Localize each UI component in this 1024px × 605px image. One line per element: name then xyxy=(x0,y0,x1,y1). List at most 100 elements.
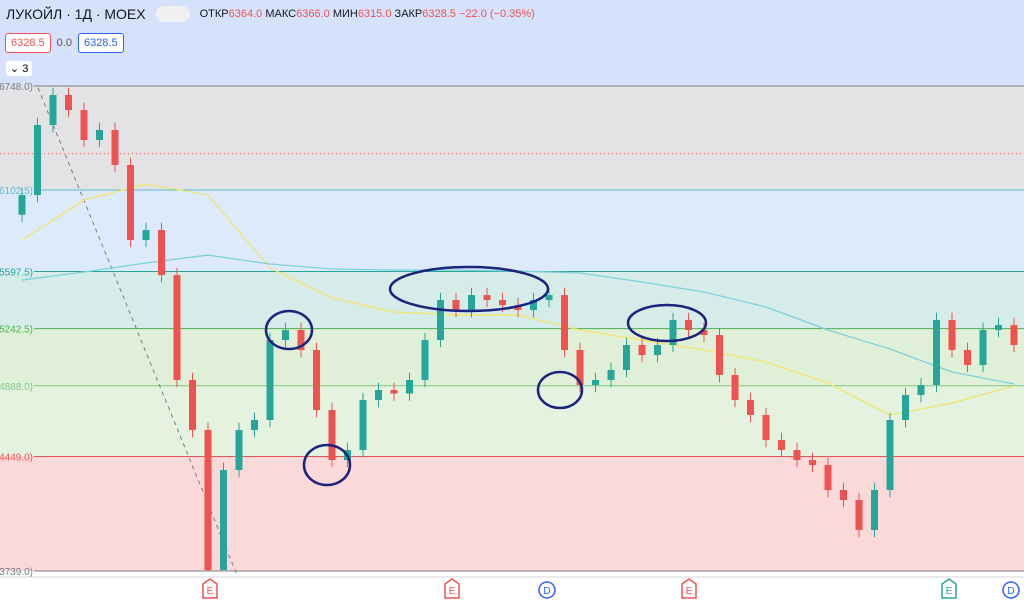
fib-label: 3739.0) xyxy=(0,567,33,578)
annotation-circle xyxy=(388,265,550,313)
candle-body xyxy=(483,295,491,301)
event-marker: D xyxy=(1002,581,1020,599)
candle-body xyxy=(452,300,460,311)
candle-body xyxy=(762,414,770,441)
event-marker: E xyxy=(444,578,460,599)
event-badge xyxy=(444,578,460,599)
candle-body xyxy=(111,130,119,165)
indicators-toggle[interactable]: ⌄ 3 xyxy=(6,61,33,76)
candle-body xyxy=(406,379,413,394)
event-badge xyxy=(681,578,697,599)
fib-zone xyxy=(0,86,1024,191)
ohlc-value: 6315.0 xyxy=(357,8,392,20)
candle-body xyxy=(468,295,475,311)
candle-body xyxy=(266,340,274,420)
candle-body xyxy=(607,370,615,380)
candle-body xyxy=(313,350,320,410)
candle-body xyxy=(80,110,88,140)
fib-zone xyxy=(0,385,1024,457)
trade-buttons: 6328.5 0.0 6328.5 xyxy=(5,33,124,53)
candle-body xyxy=(638,345,646,356)
candle-body xyxy=(204,429,212,571)
ohlc: ОТКР6364.0 МАКС6366.0 МИН6315.0 ЗАКР6328… xyxy=(200,8,535,20)
candle-body xyxy=(623,345,630,371)
candle-body xyxy=(96,130,103,140)
candle-body xyxy=(716,335,723,376)
candle-body xyxy=(840,490,847,500)
fib-label: 6102.5) xyxy=(0,186,33,197)
fib-label: 4449.0) xyxy=(0,453,33,464)
indicator-count: 3 xyxy=(22,63,29,75)
event-badge xyxy=(202,578,218,599)
buy-button[interactable]: 6328.5 xyxy=(77,33,124,53)
candle-body xyxy=(421,340,429,380)
event-marker: D xyxy=(538,581,556,599)
candle-body xyxy=(65,95,72,111)
fib-zone xyxy=(0,190,1024,272)
legend: ЛУКОЙЛ · 1Д · MOEX ОТКР6364.0 МАКС6366.0… xyxy=(6,6,535,22)
candle-body xyxy=(359,399,367,451)
candle-body xyxy=(390,389,398,394)
candle-body xyxy=(809,460,816,466)
candle-body xyxy=(127,164,134,241)
ohlc-label: ОТКР xyxy=(199,8,229,20)
candle-body xyxy=(731,375,739,400)
event-label: E xyxy=(686,586,693,597)
fib-label: 5597.5) xyxy=(0,267,33,278)
candle-body xyxy=(700,330,708,336)
event-label: E xyxy=(449,586,456,597)
event-label: E xyxy=(946,586,953,597)
annotation-circle xyxy=(626,303,708,343)
candle-body xyxy=(654,345,661,356)
candle-body xyxy=(871,490,878,530)
annotation-circle xyxy=(264,309,314,351)
candle-body xyxy=(793,450,801,461)
candle-body xyxy=(995,325,1002,331)
candle-body xyxy=(328,409,336,461)
spread: 0.0 xyxy=(56,37,72,49)
candle-body xyxy=(142,230,150,241)
event-label: E xyxy=(207,586,214,597)
candle-body xyxy=(220,470,227,571)
candle-body xyxy=(545,295,553,301)
event-marker: E xyxy=(681,578,697,599)
candle-body xyxy=(34,125,41,196)
event-badge xyxy=(538,581,556,599)
candle-body xyxy=(886,419,894,491)
candle-body xyxy=(18,195,26,215)
event-label: D xyxy=(543,586,550,597)
candle-body xyxy=(437,300,444,341)
sell-button[interactable]: 6328.5 xyxy=(5,33,51,53)
candle-body xyxy=(251,419,258,430)
ohlc-value: 6328.5 xyxy=(422,8,456,20)
fib-label: 6748.0) xyxy=(0,82,33,93)
candle-body xyxy=(499,300,506,306)
candle-body xyxy=(855,499,863,530)
annotation-circle xyxy=(302,443,352,487)
candle-body xyxy=(669,320,677,346)
event-label: D xyxy=(1007,586,1014,597)
annotation-circle xyxy=(536,370,584,410)
ohlc-label: ЗАКР xyxy=(394,8,423,20)
candle-body xyxy=(576,350,584,385)
candle-body xyxy=(592,379,599,385)
symbol[interactable]: ЛУКОЙЛ · 1Д · MOEX xyxy=(6,6,146,22)
ohlc-label: МИН xyxy=(332,8,358,20)
candle-body xyxy=(173,275,181,380)
candle-body xyxy=(297,330,305,351)
candle-body xyxy=(964,350,971,366)
fib-zone xyxy=(0,271,1024,329)
candle-body xyxy=(948,320,956,351)
event-marker: E xyxy=(941,578,957,599)
ohlc-label: МАКС xyxy=(265,8,297,20)
event-badge xyxy=(1002,581,1020,599)
candle-body xyxy=(49,95,57,126)
candle-body xyxy=(979,330,987,366)
time-axis xyxy=(0,577,1024,605)
toggle[interactable] xyxy=(155,6,190,22)
ohlc-value: 6364.0 xyxy=(228,8,263,20)
fib-zone xyxy=(0,328,1024,386)
fib-label: 4888.0) xyxy=(0,382,33,393)
